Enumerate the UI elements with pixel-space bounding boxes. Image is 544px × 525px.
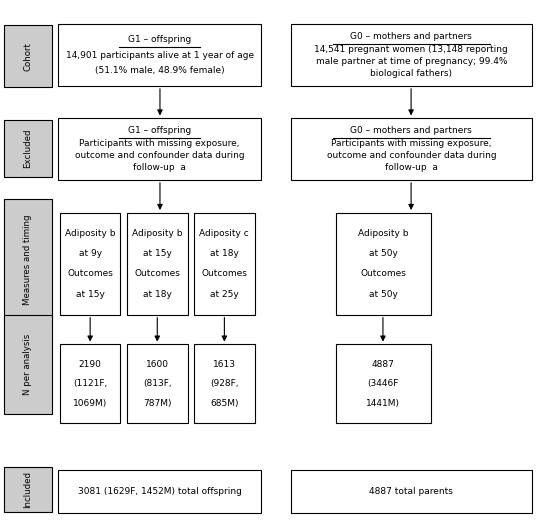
FancyBboxPatch shape bbox=[291, 118, 532, 180]
Text: Excluded: Excluded bbox=[23, 129, 33, 169]
FancyBboxPatch shape bbox=[4, 120, 52, 177]
Text: Participants with missing exposure,: Participants with missing exposure, bbox=[79, 139, 240, 148]
FancyBboxPatch shape bbox=[58, 24, 261, 86]
FancyBboxPatch shape bbox=[4, 314, 52, 414]
Text: 3081 (1629F, 1452M) total offspring: 3081 (1629F, 1452M) total offspring bbox=[78, 487, 242, 496]
FancyBboxPatch shape bbox=[4, 467, 52, 512]
Text: follow-up  a: follow-up a bbox=[133, 163, 186, 172]
Text: at 15y: at 15y bbox=[76, 290, 104, 299]
Text: Adiposity b: Adiposity b bbox=[65, 229, 115, 238]
Text: 1600: 1600 bbox=[146, 360, 169, 369]
Text: Outcomes: Outcomes bbox=[134, 269, 180, 278]
Text: male partner at time of pregnancy; 99.4%: male partner at time of pregnancy; 99.4% bbox=[316, 57, 507, 66]
Text: Cohort: Cohort bbox=[23, 42, 33, 71]
Text: (928F,: (928F, bbox=[210, 379, 239, 388]
Text: at 25y: at 25y bbox=[210, 290, 239, 299]
FancyBboxPatch shape bbox=[336, 213, 431, 314]
Text: N per analysis: N per analysis bbox=[23, 334, 33, 395]
Text: 14,901 participants alive at 1 year of age: 14,901 participants alive at 1 year of a… bbox=[66, 51, 254, 60]
Text: at 50y: at 50y bbox=[369, 249, 398, 258]
Text: G1 – offspring: G1 – offspring bbox=[128, 126, 191, 135]
Text: G1 – offspring: G1 – offspring bbox=[128, 35, 191, 44]
FancyBboxPatch shape bbox=[291, 470, 532, 513]
FancyBboxPatch shape bbox=[60, 213, 120, 314]
Text: Adiposity b: Adiposity b bbox=[132, 229, 182, 238]
Text: 4887 total parents: 4887 total parents bbox=[369, 487, 453, 496]
FancyBboxPatch shape bbox=[291, 24, 532, 86]
FancyBboxPatch shape bbox=[194, 344, 255, 423]
Text: G0 – mothers and partners: G0 – mothers and partners bbox=[350, 126, 472, 135]
FancyBboxPatch shape bbox=[127, 213, 188, 314]
Text: Adiposity b: Adiposity b bbox=[358, 229, 409, 238]
FancyBboxPatch shape bbox=[58, 118, 261, 180]
Text: 685M): 685M) bbox=[210, 399, 239, 408]
Text: 14,541 pregnant women (13,148 reporting: 14,541 pregnant women (13,148 reporting bbox=[314, 45, 508, 54]
Text: (813F,: (813F, bbox=[143, 379, 171, 388]
Text: Included: Included bbox=[23, 471, 33, 508]
FancyBboxPatch shape bbox=[127, 344, 188, 423]
Text: (3446F: (3446F bbox=[368, 379, 399, 388]
Text: G0 – mothers and partners: G0 – mothers and partners bbox=[350, 32, 472, 41]
FancyBboxPatch shape bbox=[4, 198, 52, 321]
Text: Outcomes: Outcomes bbox=[201, 269, 248, 278]
Text: at 18y: at 18y bbox=[210, 249, 239, 258]
Text: 1441M): 1441M) bbox=[366, 399, 400, 408]
Text: at 9y: at 9y bbox=[78, 249, 102, 258]
FancyBboxPatch shape bbox=[194, 213, 255, 314]
Text: at 18y: at 18y bbox=[143, 290, 172, 299]
Text: Outcomes: Outcomes bbox=[360, 269, 406, 278]
Text: Participants with missing exposure,: Participants with missing exposure, bbox=[331, 139, 492, 148]
Text: outcome and confounder data during: outcome and confounder data during bbox=[75, 151, 244, 160]
Text: 2190: 2190 bbox=[79, 360, 102, 369]
FancyBboxPatch shape bbox=[4, 25, 52, 87]
Text: biological fathers): biological fathers) bbox=[370, 69, 453, 78]
Text: follow-up  a: follow-up a bbox=[385, 163, 438, 172]
Text: 787M): 787M) bbox=[143, 399, 171, 408]
Text: 1069M): 1069M) bbox=[73, 399, 107, 408]
FancyBboxPatch shape bbox=[336, 344, 431, 423]
Text: 4887: 4887 bbox=[372, 360, 394, 369]
Text: Measures and timing: Measures and timing bbox=[23, 215, 33, 305]
Text: at 50y: at 50y bbox=[369, 290, 398, 299]
Text: outcome and confounder data during: outcome and confounder data during bbox=[326, 151, 496, 160]
FancyBboxPatch shape bbox=[58, 470, 261, 513]
Text: 1613: 1613 bbox=[213, 360, 236, 369]
Text: at 15y: at 15y bbox=[143, 249, 172, 258]
Text: Outcomes: Outcomes bbox=[67, 269, 113, 278]
Text: Adiposity c: Adiposity c bbox=[200, 229, 249, 238]
Text: (1121F,: (1121F, bbox=[73, 379, 107, 388]
Text: (51.1% male, 48.9% female): (51.1% male, 48.9% female) bbox=[95, 66, 225, 75]
FancyBboxPatch shape bbox=[60, 344, 120, 423]
